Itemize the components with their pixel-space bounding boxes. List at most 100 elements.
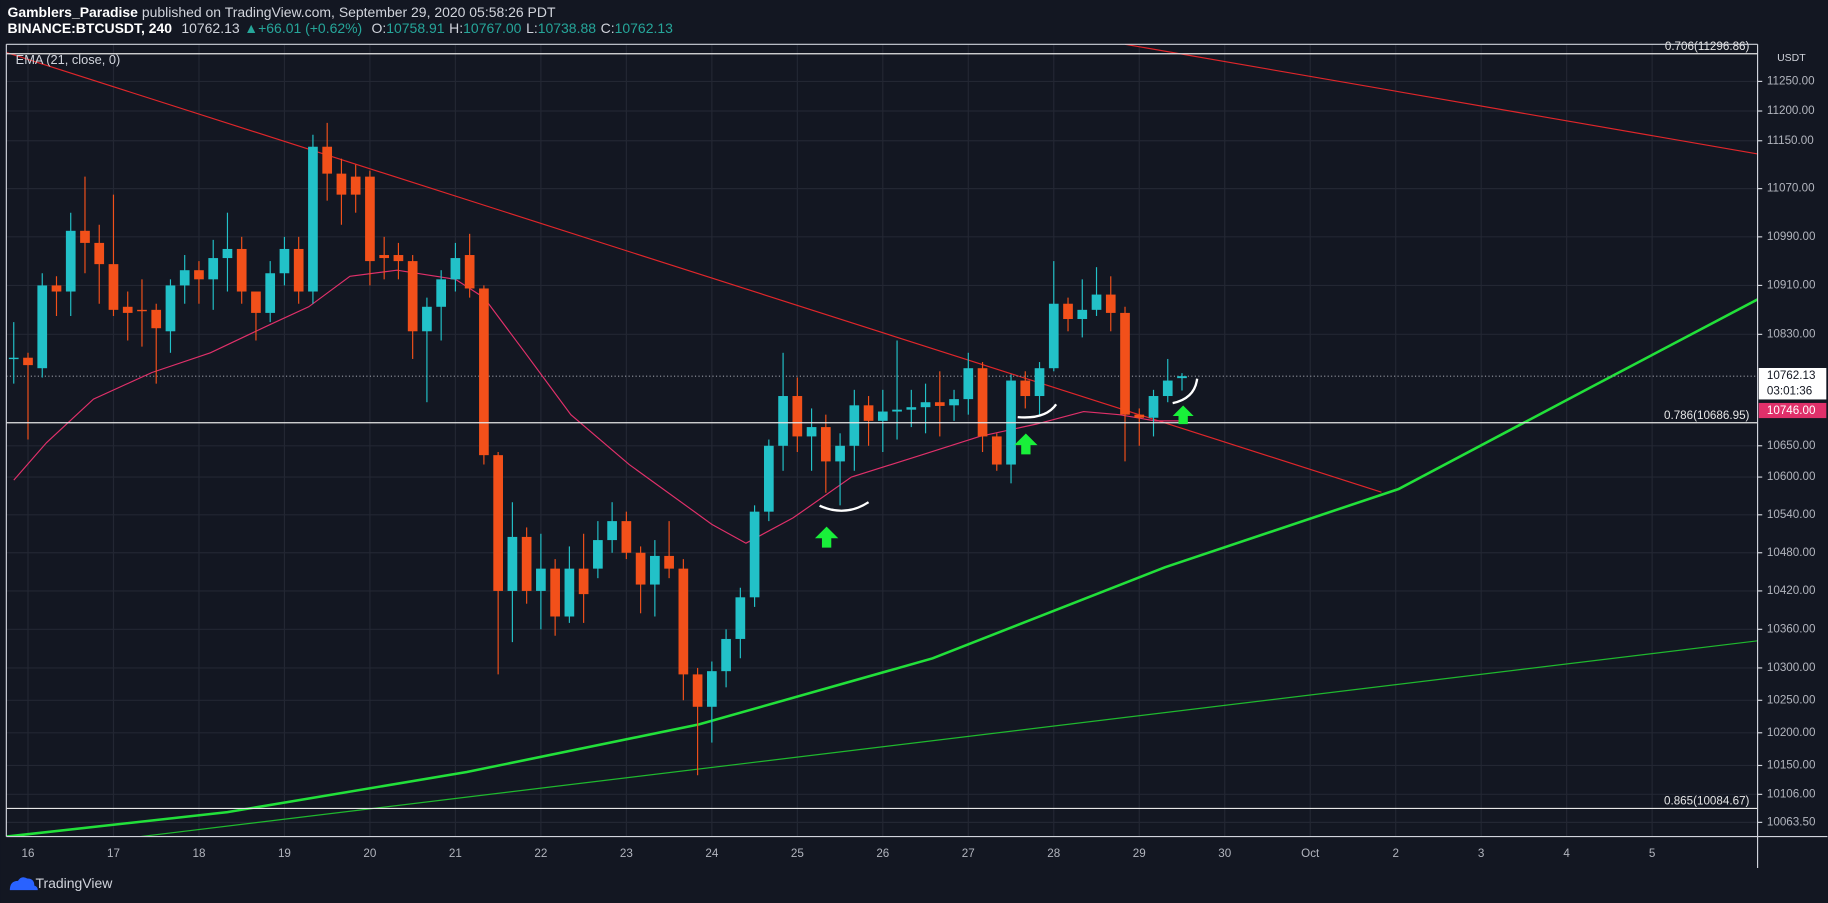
candle-body xyxy=(635,552,646,585)
candle-body xyxy=(536,568,546,591)
ema-line xyxy=(13,269,1182,544)
candle-body xyxy=(251,291,261,313)
candle-body xyxy=(23,357,33,366)
candle-body xyxy=(678,568,689,675)
y-tick-label: 10360.00 xyxy=(1767,622,1816,635)
y-tick-label: 11250.00 xyxy=(1767,74,1815,87)
candle-body xyxy=(194,270,204,280)
candle-body xyxy=(977,368,988,437)
candle-body xyxy=(137,309,147,312)
ema-tag-label: 10746.00 xyxy=(1767,404,1816,417)
y-tick-label: 10910.00 xyxy=(1767,279,1816,292)
x-tick-label: 26 xyxy=(876,847,889,860)
candle-body xyxy=(1063,303,1073,320)
candle-body xyxy=(450,258,461,280)
annotation-arc xyxy=(819,501,870,512)
y-tick-label: 10150.00 xyxy=(1767,759,1816,772)
candle-body xyxy=(521,536,532,591)
x-tick-label: 28 xyxy=(1047,847,1060,860)
candle-body xyxy=(1177,376,1187,379)
y-tick-label: 10063.50 xyxy=(1767,815,1816,828)
candle-body xyxy=(1120,312,1130,415)
candle-body xyxy=(550,568,560,617)
footer-brand: TradingView xyxy=(35,875,113,891)
candle-body xyxy=(578,568,589,595)
y-tick-label: 11200.00 xyxy=(1767,104,1815,117)
candle-body xyxy=(991,436,1002,465)
candle-body xyxy=(749,511,760,598)
candle-body xyxy=(849,405,860,446)
candle-body xyxy=(806,427,817,437)
candle-body xyxy=(906,407,917,410)
ema-tag xyxy=(1758,402,1827,419)
arrow-up xyxy=(1014,433,1038,455)
candle-body xyxy=(1077,309,1088,320)
ohlc-key: C: xyxy=(601,20,615,36)
header-line: Gamblers_Paradise published on TradingVi… xyxy=(8,4,556,20)
candle-body xyxy=(80,230,90,243)
x-tick-label: 21 xyxy=(449,847,462,860)
candle-body xyxy=(122,306,133,313)
candle-body xyxy=(407,261,418,332)
x-tick-label: 23 xyxy=(620,847,633,860)
y-tick-label: 10250.00 xyxy=(1767,693,1816,706)
candle-body xyxy=(51,285,62,292)
candle-body xyxy=(479,288,489,456)
candle-body xyxy=(94,242,105,265)
annotation-arc xyxy=(1172,378,1199,405)
ohlc-value: 10767.00 xyxy=(463,20,521,36)
candle-body xyxy=(664,555,674,569)
y-tick-label: 10600.00 xyxy=(1767,470,1816,483)
last-price-tag-label: 10762.13 xyxy=(1767,369,1816,382)
candle-body xyxy=(949,399,959,406)
candle-body xyxy=(863,405,874,421)
arrows xyxy=(814,405,1194,548)
countdown-label: 03:01:36 xyxy=(1767,384,1812,397)
candle-body xyxy=(393,255,404,262)
candle-body xyxy=(607,521,617,541)
x-tick-label: 3 xyxy=(1478,847,1484,860)
x-tick-label: 24 xyxy=(705,847,718,860)
level-label: 0.706(11296.86) xyxy=(1665,40,1750,53)
candle-body xyxy=(322,146,333,174)
drawings xyxy=(6,44,1758,837)
arrow-up xyxy=(1172,405,1194,425)
level-label: 0.865(10084.67) xyxy=(1664,794,1750,807)
x-tick-label: 17 xyxy=(107,847,120,860)
last-price: 10762.13 xyxy=(181,20,239,36)
candle-body xyxy=(165,285,176,332)
candle-body xyxy=(892,409,902,412)
candle-body xyxy=(820,427,831,462)
ohlc-key: O: xyxy=(372,20,387,36)
candle-body xyxy=(934,402,945,406)
candle-body xyxy=(1020,380,1031,397)
candle-body xyxy=(650,555,660,585)
y-tick-label: 11150.00 xyxy=(1767,134,1814,147)
candle-body xyxy=(379,255,390,259)
y-tick-label: 10200.00 xyxy=(1767,726,1816,739)
x-tick-label: 2 xyxy=(1392,847,1398,860)
x-tick-label: 19 xyxy=(278,847,291,860)
x-tick-label: 18 xyxy=(192,847,205,860)
candle-body xyxy=(308,146,318,292)
candle-body xyxy=(707,671,717,707)
candle-body xyxy=(593,540,603,569)
candle-body xyxy=(236,248,247,292)
ohlc-key: H: xyxy=(449,20,463,36)
publisher: Gamblers_Paradise xyxy=(8,4,139,20)
candle-body xyxy=(963,368,974,400)
candle-body xyxy=(8,357,19,360)
x-tick-label: 16 xyxy=(22,847,35,860)
candle-body xyxy=(422,306,432,332)
candle-body xyxy=(507,536,518,591)
candle-body xyxy=(265,273,276,313)
grid xyxy=(6,44,1758,837)
candle-body xyxy=(735,597,746,639)
candle-body xyxy=(721,638,731,672)
candle-body xyxy=(877,411,888,421)
candle-body xyxy=(1134,414,1145,418)
x-tick-label: 5 xyxy=(1649,847,1655,860)
change: ▲+66.01 (+0.62%) xyxy=(244,20,362,36)
x-tick-label: 29 xyxy=(1133,847,1146,860)
